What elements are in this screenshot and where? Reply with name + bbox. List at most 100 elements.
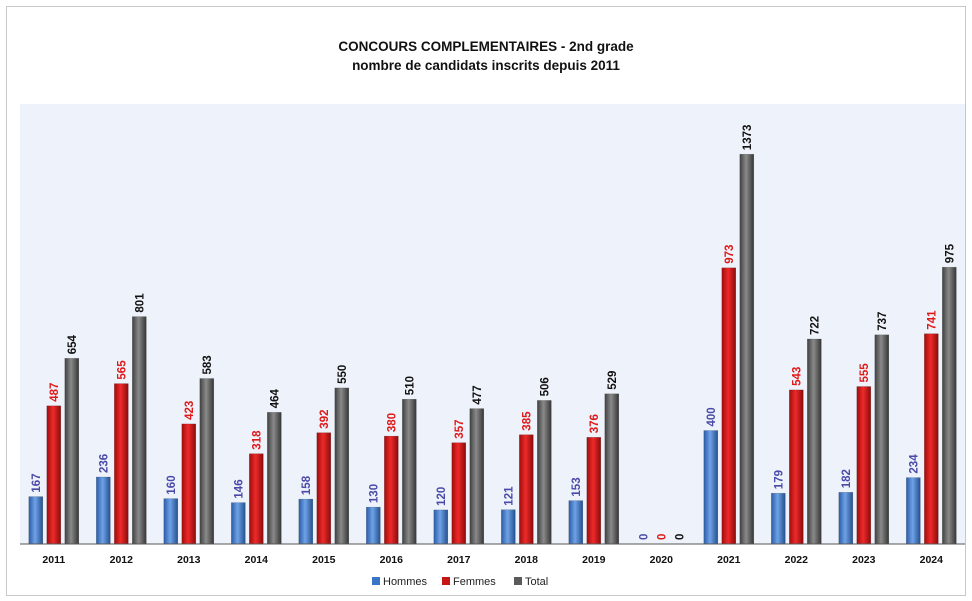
x-tick-label-2016: 2016: [380, 554, 404, 566]
plot-area: [20, 104, 965, 544]
data-label-hommes-2018: 121: [503, 486, 515, 506]
bar-total-2018: [537, 400, 552, 545]
x-tick-label-2018: 2018: [515, 554, 539, 566]
bar-hommes-2021: [703, 430, 719, 545]
data-label-hommes-2016: 130: [368, 484, 380, 503]
bar-hommes-2019: [568, 500, 584, 545]
data-label-femmes-2019: 376: [589, 414, 601, 433]
bar-femmes-2013: [181, 423, 197, 545]
data-label-total-2016: 510: [404, 376, 416, 395]
data-label-femmes-2014: 318: [251, 430, 263, 450]
bar-total-2024: [942, 266, 957, 545]
data-label-hommes-2017: 120: [436, 487, 448, 506]
bar-femmes-2017: [451, 442, 467, 545]
chart-subtitle: nombre de candidats inscrits depuis 2011: [352, 58, 620, 73]
bar-femmes-2022: [789, 389, 804, 545]
bar-hommes-2014: [231, 502, 246, 545]
x-tick-label-2020: 2020: [650, 554, 674, 566]
bar-total-2016: [402, 398, 417, 545]
data-labels: 167 487 654 236 565 801 160 423 583 146 318 464 158 3…: [31, 125, 956, 540]
data-label-femmes-2011: 487: [49, 383, 61, 402]
x-tick-label-2022: 2022: [785, 554, 809, 566]
bar-hommes-2011: [28, 496, 44, 545]
data-label-hommes-2021: 400: [706, 407, 718, 426]
x-tick-label-2014: 2014: [245, 554, 269, 566]
data-label-total-2024: 975: [944, 243, 956, 263]
bar-femmes-2014: [249, 453, 264, 545]
bar-femmes-2019: [586, 437, 602, 545]
x-tick-label-2013: 2013: [177, 554, 201, 566]
bar-total-2017: [469, 408, 485, 545]
bar-total-2015: [334, 387, 350, 545]
bars: [28, 153, 957, 545]
data-label-femmes-2024: 741: [926, 310, 938, 330]
data-label-total-2017: 477: [472, 385, 484, 404]
bar-hommes-2022: [771, 492, 786, 545]
bar-total-2021: [739, 153, 755, 545]
data-label-hommes-2022: 179: [773, 470, 785, 489]
legend-swatch-hommes: [372, 577, 380, 585]
legend-label-hommes: Hommes: [383, 576, 428, 588]
data-label-hommes-2023: 182: [841, 469, 853, 488]
data-label-total-2020: 0: [674, 534, 686, 540]
bar-hommes-2015: [298, 498, 314, 545]
legend-swatch-total: [514, 577, 522, 585]
data-label-hommes-2024: 234: [908, 454, 920, 474]
bar-hommes-2017: [433, 509, 449, 545]
bar-hommes-2016: [366, 506, 381, 545]
x-tick-label-2024: 2024: [920, 554, 944, 566]
bar-femmes-2015: [316, 432, 332, 545]
data-label-femmes-2022: 543: [791, 367, 803, 386]
data-label-hommes-2020: 0: [638, 534, 650, 540]
x-tick-label-2023: 2023: [852, 554, 876, 566]
data-label-total-2011: 654: [67, 335, 79, 355]
data-label-femmes-2013: 423: [184, 401, 196, 420]
data-label-total-2015: 550: [337, 365, 349, 384]
x-tick-label-2017: 2017: [447, 554, 471, 566]
bar-hommes-2013: [163, 498, 179, 545]
data-label-femmes-2018: 385: [521, 411, 533, 431]
data-label-femmes-2015: 392: [319, 410, 331, 429]
bar-hommes-2024: [906, 477, 921, 545]
bar-hommes-2018: [501, 509, 516, 545]
x-tick-label-2019: 2019: [582, 554, 606, 566]
bar-total-2023: [874, 334, 890, 545]
data-label-total-2019: 529: [607, 371, 619, 390]
data-label-hommes-2014: 146: [233, 479, 245, 498]
data-label-femmes-2016: 380: [386, 413, 398, 432]
data-label-femmes-2020: 0: [656, 534, 668, 540]
data-label-femmes-2017: 357: [454, 420, 466, 439]
bar-total-2012: [132, 316, 147, 545]
legend: Hommes Femmes Total: [372, 576, 548, 588]
data-label-total-2023: 737: [877, 312, 889, 331]
data-label-femmes-2021: 973: [724, 245, 736, 264]
legend-swatch-femmes: [442, 577, 450, 585]
data-label-hommes-2015: 158: [301, 475, 313, 495]
bar-femmes-2018: [519, 434, 534, 545]
x-tick-labels: 2011 2012 2013 2014 2015 2016 2017 2018 2019 2020…: [42, 554, 943, 566]
data-label-total-2022: 722: [809, 316, 821, 335]
legend-label-femmes: Femmes: [453, 576, 496, 588]
data-label-hommes-2019: 153: [571, 477, 583, 496]
data-label-hommes-2011: 167: [31, 473, 43, 492]
data-label-femmes-2012: 565: [116, 360, 128, 380]
bar-hommes-2012: [96, 476, 111, 545]
bar-total-2013: [199, 378, 215, 545]
bar-femmes-2023: [856, 386, 872, 545]
data-label-total-2021: 1373: [742, 125, 754, 151]
data-label-total-2018: 506: [539, 377, 551, 396]
data-label-total-2012: 801: [134, 293, 146, 313]
bar-femmes-2011: [46, 405, 62, 545]
data-label-hommes-2013: 160: [166, 475, 178, 494]
bar-femmes-2024: [924, 333, 939, 545]
bar-hommes-2023: [838, 492, 854, 545]
x-tick-label-2011: 2011: [42, 554, 65, 566]
x-tick-label-2021: 2021: [717, 554, 741, 566]
bar-femmes-2012: [114, 383, 129, 545]
x-tick-label-2015: 2015: [312, 554, 336, 566]
data-label-hommes-2012: 236: [98, 454, 110, 473]
bar-femmes-2021: [721, 267, 737, 545]
x-tick-label-2012: 2012: [110, 554, 134, 566]
bar-total-2019: [604, 393, 620, 545]
